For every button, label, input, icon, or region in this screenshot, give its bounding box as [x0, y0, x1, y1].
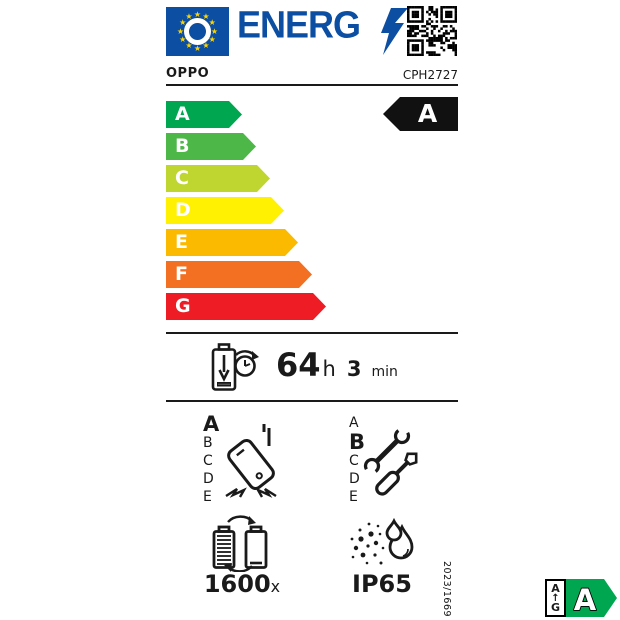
endurance-hours: 64: [276, 346, 321, 384]
energy-logo-ring: [184, 18, 211, 45]
eu-star-icon: ★: [185, 11, 193, 21]
battery-cycles-value: 1600x: [196, 570, 288, 598]
lightning-bolt-icon: [381, 8, 408, 55]
endurance-hours-unit: h: [322, 357, 336, 381]
badge-class-arrow: A: [566, 579, 617, 617]
energ-logo-text: ENERG: [237, 3, 361, 47]
divider-header: [166, 84, 458, 86]
drop-class-E: E: [203, 489, 212, 505]
corner-energy-badge: A ↑ G A: [545, 579, 617, 617]
eu-flag: ★ ★ ★ ★ ★ ★ ★ ★ ★ ★ ★ ★: [166, 7, 229, 56]
ingress-protection-rating: IP65: [352, 570, 412, 598]
energy-class-letter: C: [175, 167, 189, 189]
endurance-minutes: 3: [346, 357, 362, 381]
regulation-number: 2023/1669: [441, 561, 452, 618]
eu-star-icon: ★: [176, 26, 185, 36]
drop-class-A-rated: A: [203, 412, 220, 436]
eu-star-icon: ★: [193, 43, 202, 53]
divider-scale: [166, 332, 458, 334]
repair-class-A: A: [349, 415, 359, 431]
ingress-protection-icon: [346, 517, 414, 569]
model-number: CPH2727: [402, 68, 458, 82]
drop-resistance-icon: [222, 422, 280, 502]
repair-class-D: D: [349, 471, 360, 487]
energy-class-letter: E: [175, 231, 188, 253]
energy-class-letter: B: [175, 135, 190, 157]
repair-class-E: E: [349, 489, 358, 505]
eu-star-icon: ★: [202, 11, 210, 21]
battery-cycles-icon: [208, 512, 272, 572]
energy-class-arrow-C: C: [166, 165, 270, 192]
energy-class-letter: D: [175, 199, 191, 221]
energy-class-arrow-B: B: [166, 133, 256, 160]
battery-endurance-value: 64 h 3 min: [276, 346, 398, 384]
energy-class-letter: A: [175, 103, 190, 125]
eu-star-icon: ★: [202, 41, 210, 51]
divider-endurance: [166, 400, 458, 402]
badge-class-letter: A: [574, 583, 597, 617]
repair-class-B-rated: B: [349, 430, 366, 454]
eu-star-icon: ★: [185, 41, 193, 51]
eu-star-icon: ★: [208, 18, 216, 27]
energy-class-arrow-G: G: [166, 293, 326, 320]
battery-endurance-icon: [210, 342, 260, 394]
badge-scale-top: A: [551, 581, 560, 595]
rated-class-arrow: A: [383, 97, 458, 131]
eu-star-icon: ★: [208, 35, 216, 44]
brand-name: OPPO: [166, 66, 210, 81]
eu-star-icon: ★: [210, 26, 219, 36]
rated-class-letter: A: [417, 99, 438, 128]
eu-star-icon: ★: [179, 35, 187, 44]
badge-scale-bottom: G: [550, 600, 561, 614]
badge-up-arrow-icon: ↑: [551, 592, 560, 604]
cycles-unit: x: [270, 577, 281, 596]
energy-class-letter: G: [175, 295, 191, 317]
drop-class-D: D: [203, 471, 214, 487]
drop-class-B: B: [203, 435, 213, 451]
endurance-minutes-unit: min: [371, 364, 398, 380]
repair-class-C: C: [349, 453, 359, 469]
cycles-number: 1600: [203, 570, 271, 598]
eu-star-icon: ★: [179, 18, 187, 27]
repairability-icon: [362, 426, 422, 496]
qr-code: [407, 6, 457, 56]
energy-class-letter: F: [175, 263, 188, 285]
badge-scale-box: A ↑ G: [545, 579, 566, 617]
energy-class-arrow-A: A: [166, 101, 242, 128]
energy-class-arrow-E: E: [166, 229, 298, 256]
eu-star-icon: ★: [193, 9, 202, 19]
drop-class-C: C: [203, 453, 213, 469]
energy-class-arrow-D: D: [166, 197, 284, 224]
energy-class-arrow-F: F: [166, 261, 312, 288]
